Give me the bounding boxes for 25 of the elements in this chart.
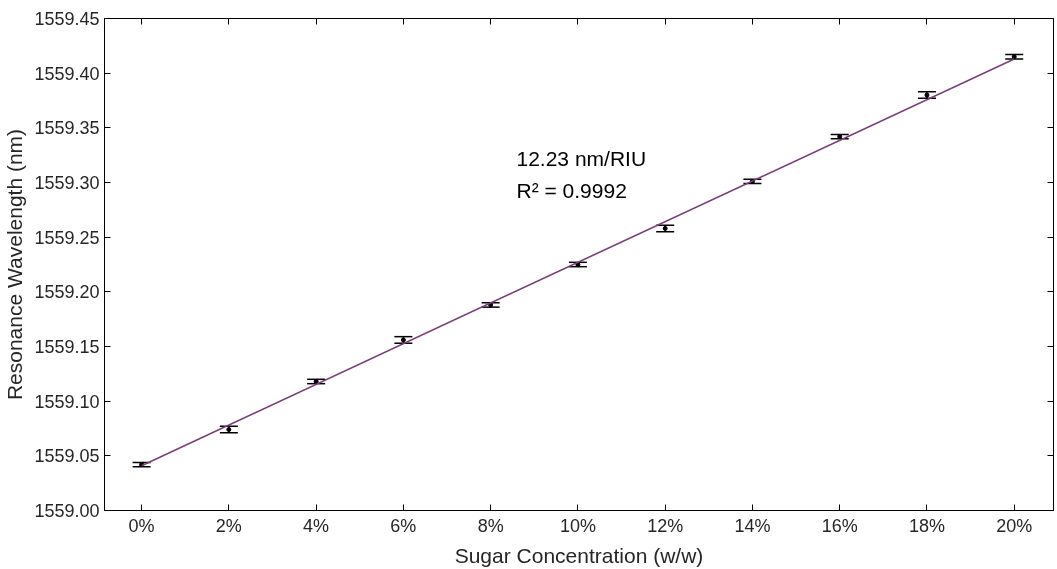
y-tick-label: 1559.10	[34, 391, 100, 412]
y-tick-label: 1559.30	[34, 173, 100, 193]
x-tick-label: 10%	[559, 515, 596, 536]
y-tick-label: 1559.00	[34, 501, 100, 521]
x-tick-label: 20%	[996, 515, 1033, 536]
y-tick-label: 1559.15	[34, 337, 100, 357]
y-tick-label: 1559.05	[34, 446, 100, 467]
y-tick-label: 1559.40	[34, 63, 100, 84]
x-tick-label: 2%	[215, 515, 242, 536]
x-tick-label: 4%	[303, 515, 330, 536]
x-axis-title: Sugar Concentration (w/w)	[454, 543, 704, 567]
x-tick-label: 8%	[477, 515, 504, 536]
annotation: 12.23 nm/RIU	[516, 147, 647, 170]
annotation: R² = 0.9992	[516, 179, 627, 202]
y-tick-label: 1559.45	[34, 9, 100, 29]
y-tick-label: 1559.20	[34, 282, 100, 303]
y-tick-label: 1559.35	[34, 118, 100, 139]
y-tick-label: 1559.25	[34, 227, 100, 248]
x-tick-label: 18%	[908, 515, 945, 536]
x-tick-label: 16%	[821, 515, 858, 536]
x-tick-label: 0%	[128, 515, 155, 536]
x-tick-label: 12%	[647, 515, 684, 536]
x-tick-label: 6%	[390, 515, 417, 536]
y-axis-title: Resonance Wavelength (nm)	[3, 128, 27, 401]
x-tick-label: 14%	[734, 515, 771, 536]
